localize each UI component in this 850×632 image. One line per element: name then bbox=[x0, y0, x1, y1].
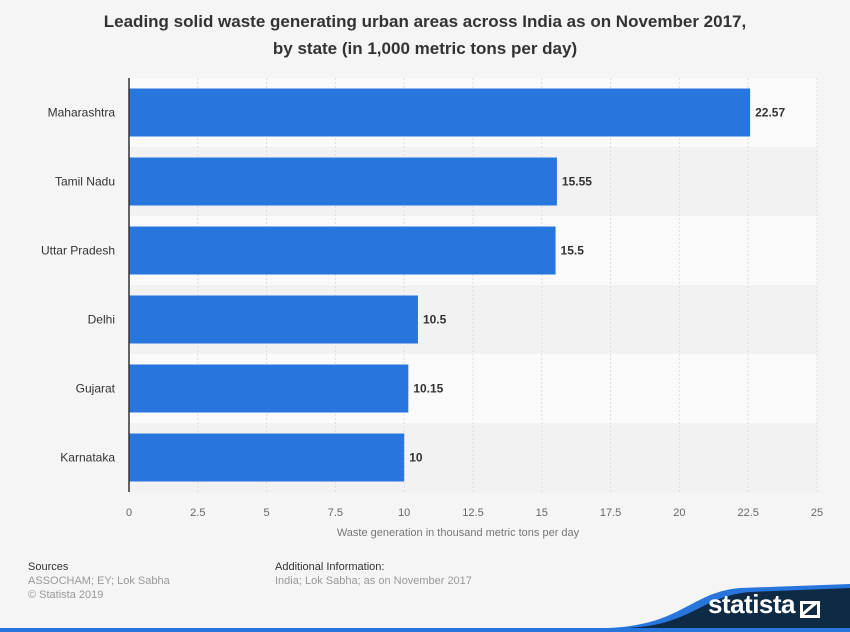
category-label: Tamil Nadu bbox=[55, 175, 115, 189]
data-label: 22.57 bbox=[755, 106, 785, 120]
copyright: © Statista 2019 bbox=[28, 589, 104, 601]
category-label: Karnataka bbox=[60, 451, 115, 465]
bar-tamil-nadu[interactable] bbox=[129, 157, 557, 206]
x-tick-label: 10 bbox=[398, 507, 410, 519]
data-label: 15.55 bbox=[562, 175, 592, 189]
bar-uttar-pradesh[interactable] bbox=[129, 226, 556, 275]
sources-text[interactable]: ASSOCHAM; EY; Lok Sabha bbox=[28, 575, 170, 587]
data-label: 10.5 bbox=[423, 313, 447, 327]
chart-title: Leading solid waste generating urban are… bbox=[0, 8, 850, 62]
category-label: Maharashtra bbox=[48, 106, 116, 120]
data-label: 10.15 bbox=[413, 382, 443, 396]
title-line-1: Leading solid waste generating urban are… bbox=[103, 12, 747, 31]
bar-chart: 0 2.5 5 7.5 10 12.5 15 17.5 20 22.5 25 Maharashtra 2… bbox=[41, 78, 823, 539]
data-label: 10 bbox=[409, 451, 423, 465]
x-tick-label: 0 bbox=[126, 507, 132, 519]
x-tick-label: 25 bbox=[811, 507, 823, 519]
sources-block: Sources ASSOCHAM; EY; Lok Sabha © Statis… bbox=[28, 560, 170, 602]
title-line-2: by state (in 1,000 metric tons per day) bbox=[272, 39, 578, 58]
footer-banner bbox=[0, 584, 850, 632]
x-tick-label: 17.5 bbox=[600, 507, 621, 519]
category-label: Gujarat bbox=[76, 382, 116, 396]
bar-delhi[interactable] bbox=[129, 295, 418, 344]
x-axis-label: Waste generation in thousand metric tons… bbox=[337, 527, 580, 539]
additional-info-block: Additional Information: India; Lok Sabha… bbox=[275, 560, 472, 588]
x-tick-label: 7.5 bbox=[328, 507, 343, 519]
info-text: India; Lok Sabha; as on November 2017 bbox=[275, 575, 472, 587]
data-label: 15.5 bbox=[561, 244, 585, 258]
info-heading: Additional Information: bbox=[275, 561, 385, 573]
bar-karnataka[interactable] bbox=[129, 433, 405, 482]
x-tick-label: 2.5 bbox=[190, 507, 205, 519]
sources-heading: Sources bbox=[28, 561, 69, 573]
bar-maharashtra[interactable] bbox=[129, 88, 751, 137]
category-label: Uttar Pradesh bbox=[41, 244, 115, 258]
category-label: Delhi bbox=[88, 313, 115, 327]
x-tick-label: 15 bbox=[536, 507, 548, 519]
statista-logo-icon bbox=[800, 601, 820, 618]
x-tick-label: 12.5 bbox=[462, 507, 483, 519]
bar-gujarat[interactable] bbox=[129, 364, 409, 413]
x-tick-label: 5 bbox=[264, 507, 270, 519]
x-tick-label: 20 bbox=[673, 507, 685, 519]
x-tick-label: 22.5 bbox=[737, 507, 758, 519]
statista-logo[interactable]: statista bbox=[707, 589, 796, 619]
